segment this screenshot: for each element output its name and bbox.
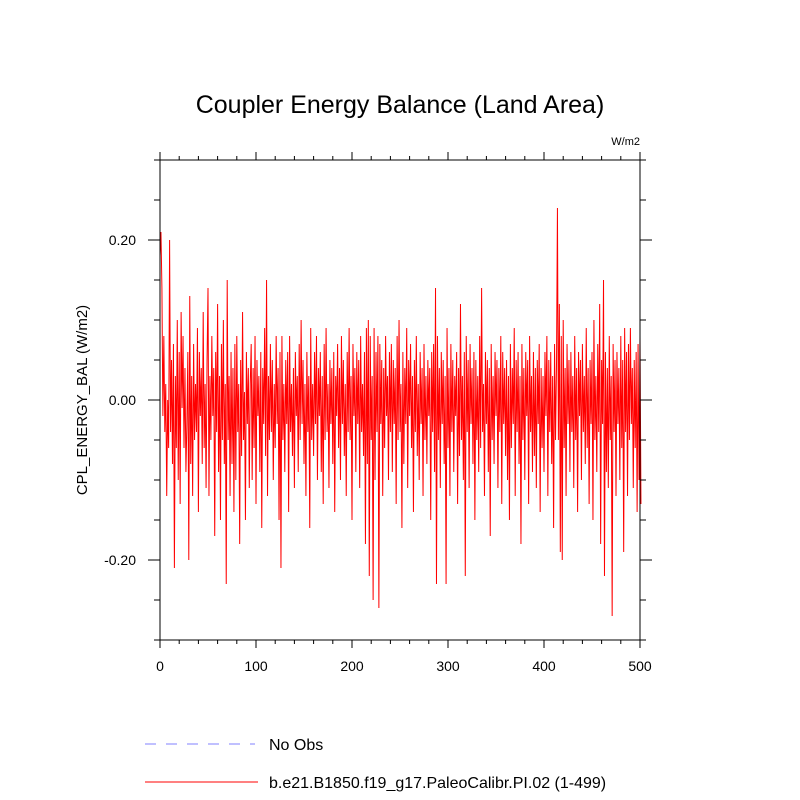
plot-area [159, 207, 642, 617]
units-label: W/m2 [611, 136, 640, 148]
legend: No Obs b.e21.B1850.f19_g17.PaleoCalibr.P… [145, 737, 606, 792]
y-axis-label: CPL_ENERGY_BAL (W/m2) [74, 305, 91, 495]
x-tick-label: 100 [244, 658, 268, 674]
y-tick-label: 0.00 [109, 392, 136, 408]
y-tick-label: -0.20 [104, 552, 136, 568]
x-tick-label: 300 [436, 658, 460, 674]
x-tick-label: 0 [156, 658, 164, 674]
x-tick-label: 500 [628, 658, 652, 674]
series-line-1 [159, 207, 642, 617]
axis-ticks: 0 100 200 300 400 500 -0.20 0.00 0.20 [104, 152, 652, 674]
y-tick-label: 0.20 [109, 232, 136, 248]
x-tick-label: 200 [340, 658, 364, 674]
chart-title: Coupler Energy Balance (Land Area) [196, 91, 605, 119]
legend-series-label: b.e21.B1850.f19_g17.PaleoCalibr.PI.02 (1… [269, 775, 606, 792]
legend-obs-label: No Obs [269, 737, 323, 754]
x-tick-label: 400 [532, 658, 556, 674]
